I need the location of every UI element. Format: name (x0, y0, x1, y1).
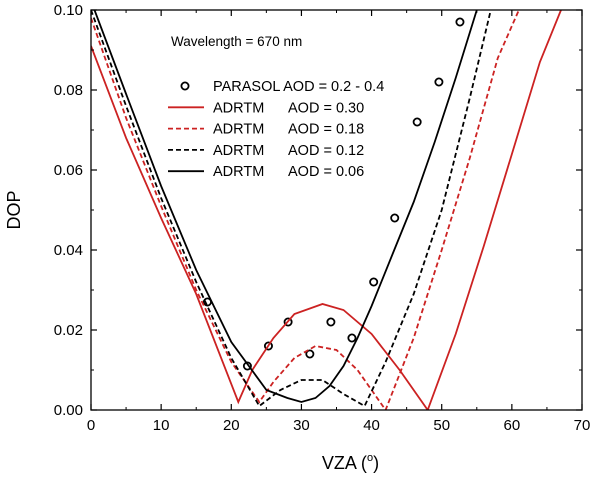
legend-label-model: ADRTM (213, 122, 264, 138)
data-point-parasol (242, 361, 252, 371)
data-point-parasol (412, 117, 422, 127)
series-line-1 (91, 10, 562, 410)
legend-label-aod: AOD = 0.18 (288, 122, 364, 138)
legend-label-aod: AOD = 0.12 (288, 143, 364, 159)
legend-label-model: ADRTM (213, 164, 264, 180)
x-tick-label: 10 (153, 417, 170, 434)
data-point-parasol (390, 213, 400, 223)
x-axis-title-sup: o (367, 452, 373, 464)
y-tick-label: 0.10 (54, 2, 83, 19)
data-point-parasol (326, 317, 336, 327)
legend-label-model: ADRTM (213, 100, 264, 116)
x-axis-title: VZA (o) (322, 452, 379, 473)
wavelength-annotation: Wavelength = 670 nm (171, 34, 302, 49)
x-axis-title-end: ) (373, 453, 379, 473)
y-tick-label: 0.00 (54, 402, 83, 419)
axes-layer: 0 10 20 30 40 50 60 70 0.00 0.02 0.04 0.06 0.08 0.10 (54, 2, 591, 434)
x-tick-label: 30 (293, 417, 310, 434)
legend-marker-parasol (180, 81, 190, 91)
legend-label-model: ADRTM (213, 143, 264, 159)
y-tick-label: 0.04 (54, 242, 83, 259)
x-tick-label: 0 (87, 417, 95, 434)
y-tick-label: 0.08 (54, 82, 83, 99)
data-point-parasol (369, 277, 379, 287)
series-line-4 (93, 10, 478, 403)
series-line-3 (91, 10, 492, 408)
data-point-parasol (305, 349, 315, 359)
data-point-parasol (283, 317, 293, 327)
legend-label-aod: AOD = 0.30 (288, 100, 364, 116)
x-tick-label: 70 (574, 417, 591, 434)
x-tick-label: 40 (363, 417, 380, 434)
legend: PARASOL AOD = 0.2 - 0.4 ADRTM AOD = 0.30 AD… (168, 79, 384, 180)
series-layer (91, 10, 562, 410)
data-point-parasol (434, 77, 444, 87)
y-axis-title: DOP (4, 190, 24, 229)
data-point-parasol (263, 341, 273, 351)
data-point-parasol (347, 333, 357, 343)
legend-label-parasol: PARASOL AOD = 0.2 - 0.4 (213, 79, 384, 95)
x-tick-label: 50 (433, 417, 450, 434)
x-tick-label: 20 (223, 417, 240, 434)
y-tick-label: 0.02 (54, 322, 83, 339)
data-point-parasol (455, 17, 465, 27)
series-line-2 (91, 10, 520, 410)
legend-label-aod: AOD = 0.06 (288, 164, 364, 180)
x-tick-label: 60 (504, 417, 521, 434)
x-axis-title-text: VZA ( (322, 453, 367, 473)
y-tick-label: 0.06 (54, 162, 83, 179)
